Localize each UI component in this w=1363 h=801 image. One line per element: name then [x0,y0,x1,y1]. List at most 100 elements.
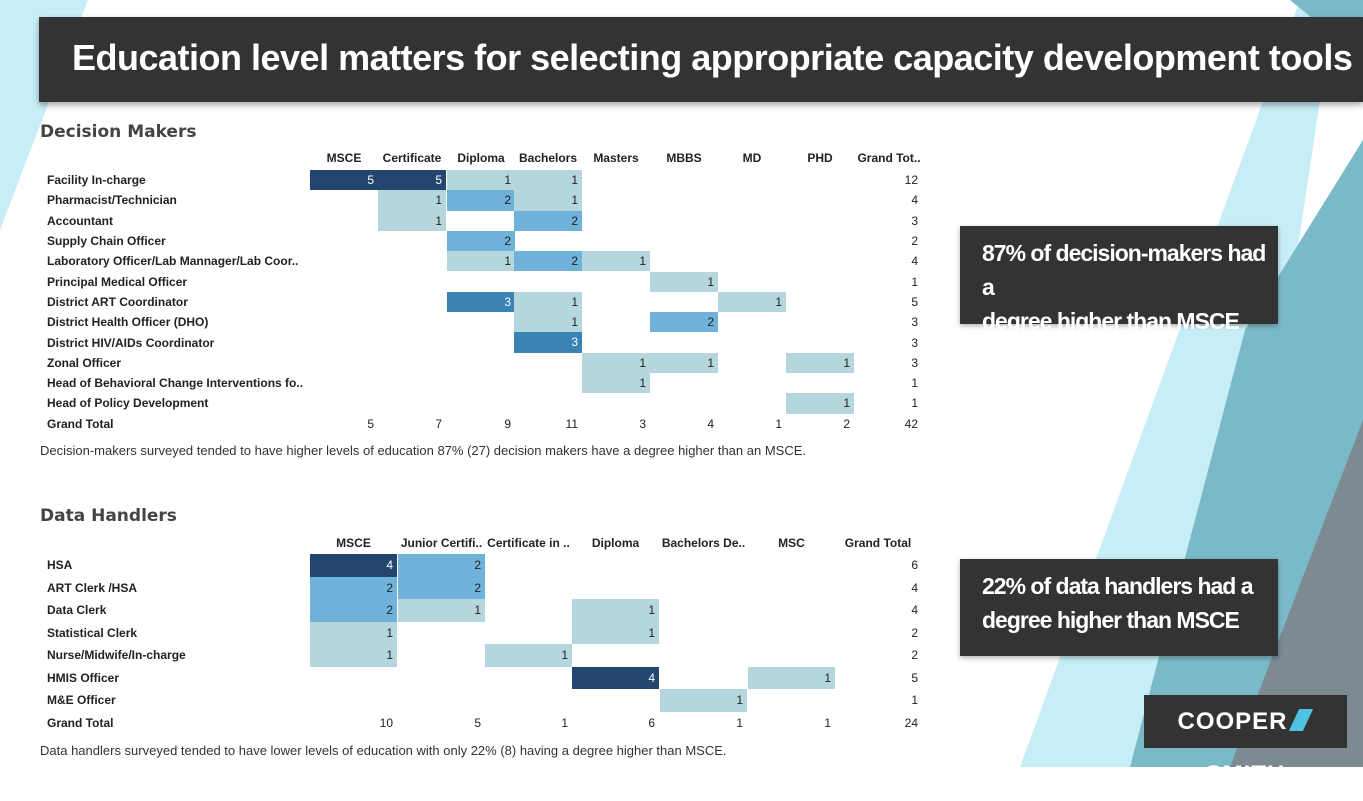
logo-slash-icon [1288,708,1313,731]
row-label: ART Clerk /HSA [47,580,138,595]
row-grand-total: 1 [911,693,918,708]
table-cell: 1 [514,170,582,191]
row-grand-total: 3 [911,315,918,330]
table-cell: 2 [310,599,397,622]
row-grand-total: 2 [911,234,918,249]
column-header: Diploma [457,151,505,165]
row-label: Laboratory Officer/Lab Mannager/Lab Coor… [47,254,299,269]
grand-total-value: 1 [736,715,743,730]
table-cell: 1 [310,621,397,644]
row-label: HSA [47,558,73,573]
table-cell: 1 [660,689,747,712]
table-cell: 1 [786,352,854,373]
row-grand-total: 5 [911,294,918,309]
table-cell: 1 [748,666,835,689]
row-grand-total: 2 [911,648,918,663]
column-header: MD [742,151,762,165]
decision-makers-title: Decision Makers [40,122,197,142]
data-handlers-caption: Data handlers surveyed tended to have lo… [40,743,727,758]
row-label: Data Clerk [47,603,107,618]
callout-line: degree higher than MSCE [982,607,1240,633]
row-grand-total: 1 [911,376,918,391]
row-grand-total: 2 [911,625,918,640]
row-grand-total: 4 [911,193,918,208]
grand-total-value: 1 [775,416,782,431]
table-cell: 1 [582,373,650,394]
row-label: District ART Coordinator [47,294,188,309]
grand-total-value: 1 [561,715,568,730]
logo-left: COOPER [1177,708,1288,735]
callout-line: 87% of decision-makers had a [982,240,1266,300]
grand-total-overall: 42 [904,416,918,431]
table-cell: 1 [447,251,515,272]
column-header: Certificate [382,151,442,165]
column-header: Bachelors [518,151,578,165]
title-bar: Education level matters for selecting ap… [39,17,1363,102]
row-label: Supply Chain Officer [47,234,166,249]
table-cell: 5 [310,170,378,191]
grand-total-value: 5 [367,416,374,431]
callout-line: degree higher than MSCE [982,308,1240,334]
row-label: M&E Officer [47,693,116,708]
row-grand-total: 3 [911,213,918,228]
row-grand-total: 1 [911,396,918,411]
grand-total-value: 1 [824,715,831,730]
table-cell: 1 [378,190,446,211]
grand-total-value: 4 [707,416,714,431]
callout-line: 22% of data handlers had a [982,573,1254,599]
row-label: Accountant [47,213,113,228]
column-header: MSCE [336,536,371,550]
table-cell: 1 [378,210,446,231]
table-cell: 3 [514,332,582,353]
table-cell: 1 [514,190,582,211]
row-label: Principal Medical Officer [47,274,188,289]
table-cell: 1 [718,291,786,313]
cooper-smith-logo: COOPER SMITH [1144,695,1347,788]
table-cell: 2 [447,230,515,252]
table-cell: 5 [378,170,446,191]
row-label: Facility In-charge [47,173,146,188]
table-cell: 1 [786,393,854,414]
grand-total-label: Grand Total [47,416,114,431]
column-header: PHD [807,151,833,165]
table-cell: 2 [447,190,515,211]
row-grand-total: 1 [911,274,918,289]
column-header: MSCE [326,151,362,165]
column-header: MSC [778,536,805,550]
table-cell: 1 [582,251,650,272]
grand-total-value: 10 [379,715,393,730]
row-grand-total: 5 [911,670,918,685]
grand-total-value: 6 [648,715,655,730]
row-label: District HIV/AIDs Coordinator [47,335,215,350]
right-stripe-dark [1230,420,1363,767]
row-label: HMIS Officer [47,670,120,685]
table-cell: 1 [572,621,659,644]
table-cell: 2 [310,576,397,599]
row-grand-total: 4 [911,603,918,618]
table-cell: 1 [485,644,572,667]
table-cell: 1 [514,291,582,313]
decision-makers-caption: Decision-makers surveyed tended to have … [40,443,806,458]
row-label: District Health Officer (DHO) [47,315,209,330]
column-header: Grand Total [844,536,912,550]
page-title: Education level matters for selecting ap… [72,37,1353,78]
column-header: Masters [593,151,639,165]
grand-total-value: 2 [843,416,850,431]
grand-total-value: 5 [474,715,481,730]
grand-total-overall: 24 [904,715,918,730]
table-cell: 2 [514,210,582,231]
table-cell: 2 [398,554,485,577]
column-header: Certificate in .. [487,536,570,550]
row-label: Head of Behavioral Change Interventions … [47,376,304,391]
table-cell: 2 [398,576,485,599]
grand-total-label: Grand Total [47,715,114,730]
table-cell: 1 [650,352,718,373]
row-grand-total: 12 [904,173,918,188]
table-cell: 4 [572,666,659,689]
row-label: Head of Policy Development [47,396,209,411]
table-cell: 4 [310,554,397,577]
callout-decision-makers: 87% of decision-makers had a degree high… [960,226,1278,334]
grand-total-value: 3 [639,416,646,431]
grand-total-value: 9 [504,416,511,431]
column-header: Diploma [591,536,640,550]
